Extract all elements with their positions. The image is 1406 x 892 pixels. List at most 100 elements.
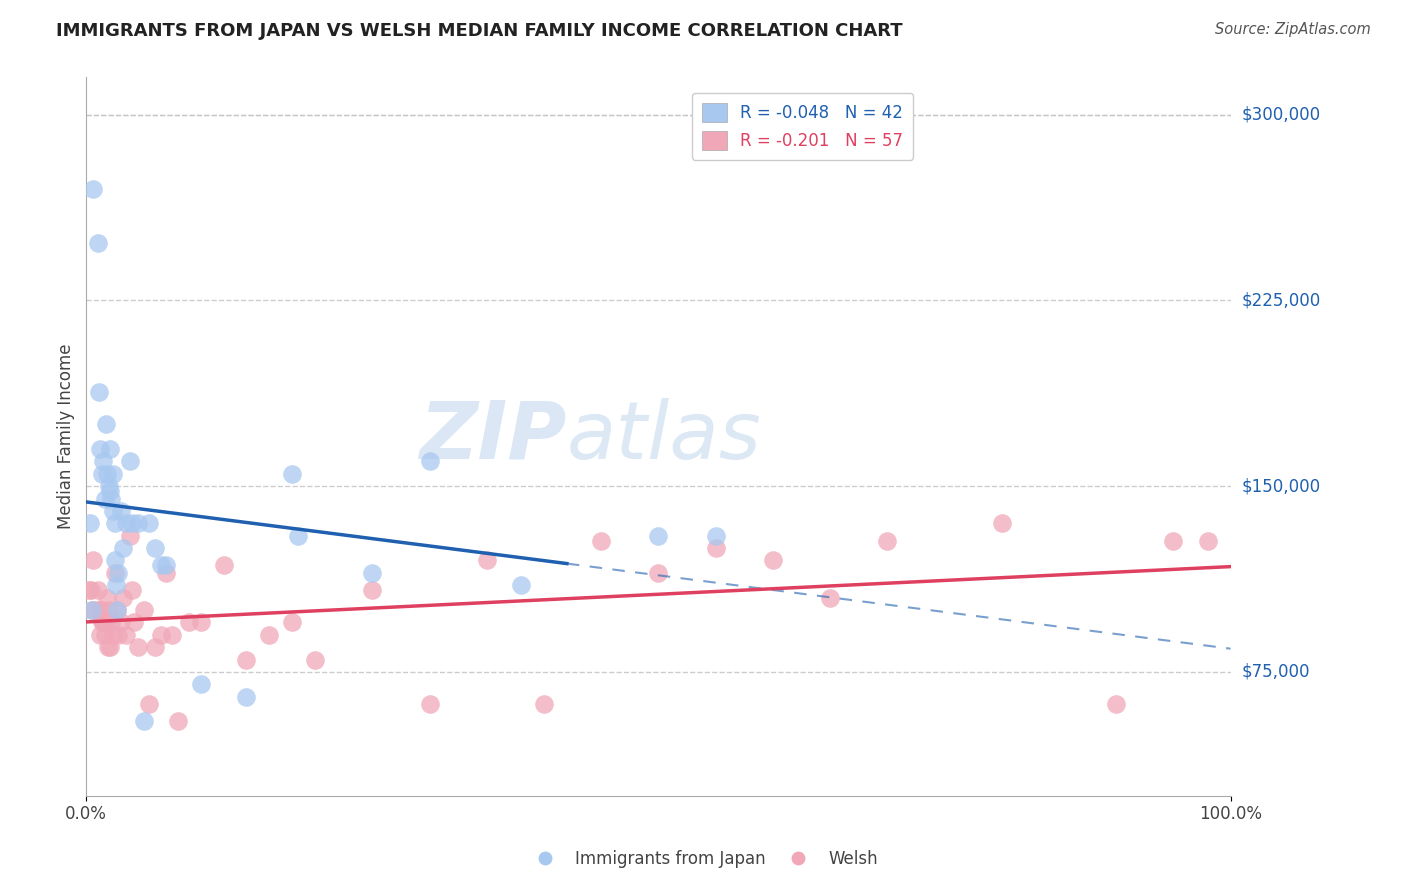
Point — [160, 628, 183, 642]
Point — [94, 417, 117, 432]
Point — [127, 516, 149, 531]
Point — [91, 467, 114, 481]
Point — [101, 467, 124, 481]
Point — [101, 504, 124, 518]
Point — [281, 615, 304, 630]
Point — [89, 442, 111, 456]
Point — [89, 628, 111, 642]
Point — [93, 454, 115, 468]
Point — [107, 566, 129, 580]
Point — [179, 615, 201, 630]
Point — [100, 615, 122, 630]
Point — [115, 628, 138, 642]
Point — [138, 697, 160, 711]
Point — [704, 529, 727, 543]
Point — [124, 615, 146, 630]
Point — [98, 442, 121, 456]
Point — [110, 504, 132, 518]
Point — [149, 558, 172, 573]
Point — [84, 603, 107, 617]
Point — [98, 484, 121, 499]
Point — [1197, 533, 1219, 548]
Point — [107, 628, 129, 642]
Point — [96, 467, 118, 481]
Point — [704, 541, 727, 555]
Point — [110, 615, 132, 630]
Point — [818, 591, 841, 605]
Point — [419, 697, 441, 711]
Text: $225,000: $225,000 — [1241, 292, 1322, 310]
Point — [149, 628, 172, 642]
Text: atlas: atlas — [567, 398, 762, 475]
Point — [104, 566, 127, 580]
Point — [361, 583, 384, 598]
Point — [87, 384, 110, 399]
Point — [155, 566, 177, 580]
Point — [166, 714, 188, 729]
Point — [118, 454, 141, 468]
Point — [82, 553, 104, 567]
Point — [98, 603, 121, 617]
Point — [647, 566, 669, 580]
Y-axis label: Median Family Income: Median Family Income — [58, 343, 75, 529]
Point — [101, 628, 124, 642]
Text: $75,000: $75,000 — [1241, 663, 1310, 681]
Point — [105, 603, 128, 617]
Point — [475, 553, 498, 567]
Point — [105, 603, 128, 617]
Point — [111, 541, 134, 555]
Point — [591, 533, 613, 548]
Point — [87, 236, 110, 251]
Point — [304, 652, 326, 666]
Point — [121, 516, 143, 531]
Point — [361, 566, 384, 580]
Point — [98, 479, 121, 493]
Text: IMMIGRANTS FROM JAPAN VS WELSH MEDIAN FAMILY INCOME CORRELATION CHART: IMMIGRANTS FROM JAPAN VS WELSH MEDIAN FA… — [56, 22, 903, 40]
Point — [138, 516, 160, 531]
Point — [97, 640, 120, 654]
Point — [876, 533, 898, 548]
Point — [235, 652, 257, 666]
Point — [533, 697, 555, 711]
Point — [281, 467, 304, 481]
Point — [1105, 697, 1128, 711]
Point — [190, 677, 212, 691]
Point — [143, 640, 166, 654]
Point — [190, 615, 212, 630]
Point — [762, 553, 785, 567]
Point — [93, 615, 115, 630]
Point — [990, 516, 1012, 531]
Point — [419, 454, 441, 468]
Point — [87, 583, 110, 598]
Point — [79, 516, 101, 531]
Text: Source: ZipAtlas.com: Source: ZipAtlas.com — [1215, 22, 1371, 37]
Point — [77, 583, 100, 598]
Point — [80, 603, 103, 617]
Point — [155, 558, 177, 573]
Point — [121, 583, 143, 598]
Point — [235, 690, 257, 704]
Legend: R = -0.048   N = 42, R = -0.201   N = 57: R = -0.048 N = 42, R = -0.201 N = 57 — [692, 93, 914, 160]
Legend: Immigrants from Japan, Welsh: Immigrants from Japan, Welsh — [522, 844, 884, 875]
Text: ZIP: ZIP — [419, 398, 567, 475]
Point — [90, 603, 112, 617]
Point — [1163, 533, 1185, 548]
Point — [510, 578, 533, 592]
Point — [132, 714, 155, 729]
Point — [105, 578, 128, 592]
Point — [96, 591, 118, 605]
Point — [80, 603, 103, 617]
Point — [115, 516, 138, 531]
Point — [118, 529, 141, 543]
Point — [100, 491, 122, 506]
Point — [94, 615, 117, 630]
Point — [91, 615, 114, 630]
Point — [82, 182, 104, 196]
Point — [104, 553, 127, 567]
Point — [132, 603, 155, 617]
Point — [87, 603, 110, 617]
Text: $300,000: $300,000 — [1241, 105, 1322, 124]
Point — [287, 529, 309, 543]
Point — [647, 529, 669, 543]
Point — [104, 516, 127, 531]
